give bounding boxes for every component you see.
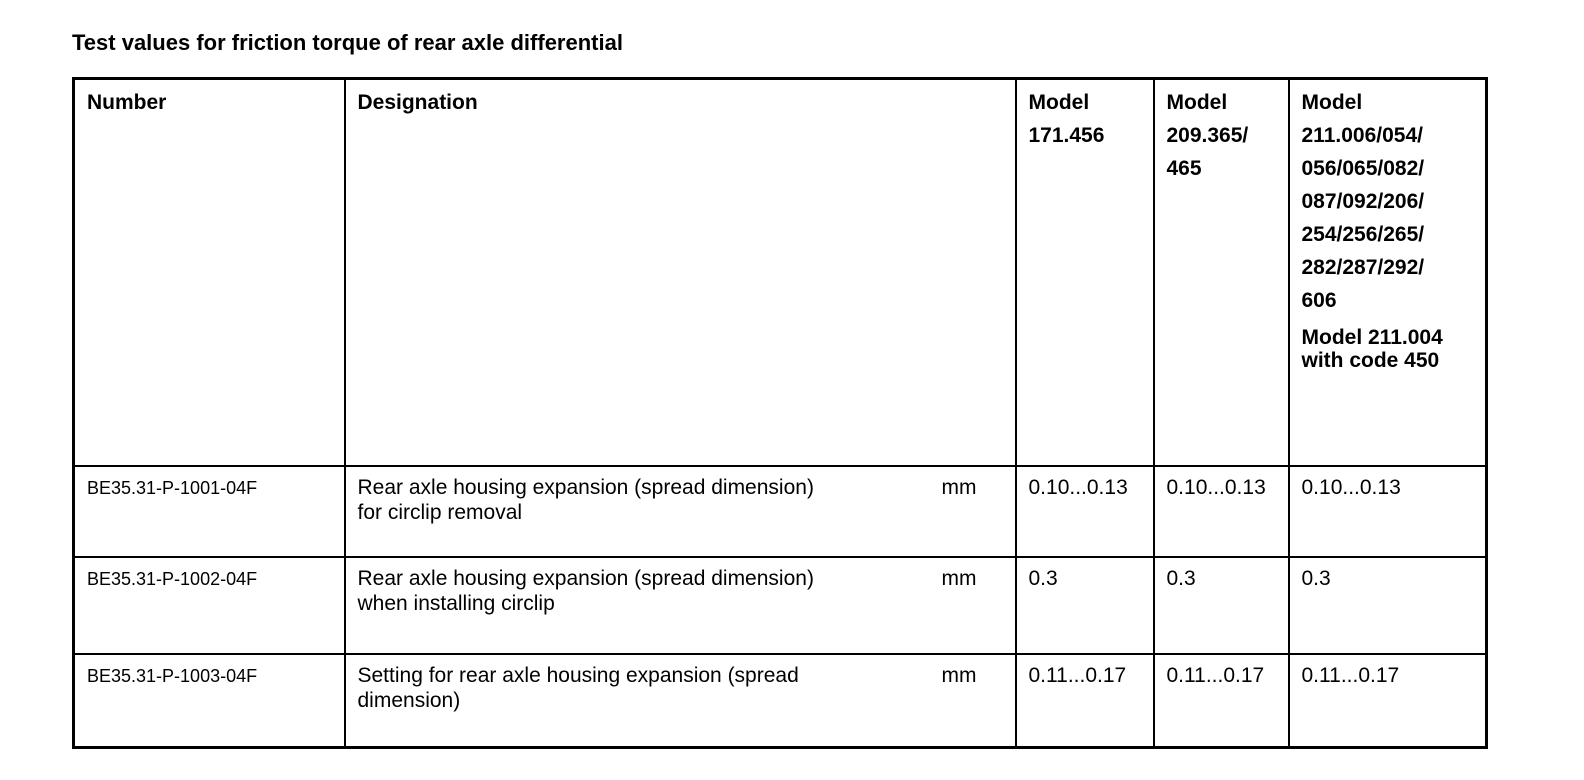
row-designation-cell: Rear axle housing expansion (spread dime… xyxy=(343,464,1017,558)
row-designation-text: Rear axle housing expansion (spread dime… xyxy=(357,475,814,524)
test-values-table: Number Designation Model 171.456 Model 2… xyxy=(72,77,1488,749)
row-number: BE35.31-P-1001-04F xyxy=(72,464,346,558)
row-value-model-209: 0.3 xyxy=(1152,555,1290,655)
row-value-model-209: 0.11...0.17 xyxy=(1152,652,1290,749)
table-header-row: Number Designation Model 171.456 Model 2… xyxy=(72,77,1488,467)
model-209-label: Model 209.365/ 465 xyxy=(1166,91,1249,180)
row-number: BE35.31-P-1002-04F xyxy=(72,555,346,655)
row-value-model-171: 0.10...0.13 xyxy=(1014,464,1155,558)
row-value-model-209: 0.10...0.13 xyxy=(1152,464,1290,558)
row-value-model-211: 0.10...0.13 xyxy=(1287,464,1488,558)
row-number: BE35.31-P-1003-04F xyxy=(72,652,346,749)
col-header-model-171: Model 171.456 xyxy=(1014,77,1155,467)
row-unit: mm xyxy=(941,663,977,687)
row-value-model-171: 0.11...0.17 xyxy=(1014,652,1155,749)
col-header-number: Number xyxy=(72,77,346,467)
row-designation-text: Setting for rear axle housing expansion … xyxy=(357,663,799,712)
col-header-model-209: Model 209.365/ 465 xyxy=(1152,77,1290,467)
col-header-designation: Designation xyxy=(343,77,1017,467)
row-designation-cell: Setting for rear axle housing expansion … xyxy=(343,652,1017,749)
row-value-model-211: 0.3 xyxy=(1287,555,1488,655)
table-row: BE35.31-P-1002-04F Rear axle housing exp… xyxy=(72,555,1488,655)
row-value-model-171: 0.3 xyxy=(1014,555,1155,655)
page-title: Test values for friction torque of rear … xyxy=(72,30,623,55)
table-row: BE35.31-P-1001-04F Rear axle housing exp… xyxy=(72,464,1488,558)
model-171-label: Model 171.456 xyxy=(1028,91,1105,147)
col-header-model-211: Model 211.006/054/ 056/065/082/ 087/092/… xyxy=(1287,77,1488,467)
model-211-note: Model 211.004 with code 450 xyxy=(1301,326,1443,372)
row-designation-cell: Rear axle housing expansion (spread dime… xyxy=(343,555,1017,655)
row-unit: mm xyxy=(941,475,977,499)
table-row: BE35.31-P-1003-04F Setting for rear axle… xyxy=(72,652,1488,749)
row-value-model-211: 0.11...0.17 xyxy=(1287,652,1488,749)
row-designation-text: Rear axle housing expansion (spread dime… xyxy=(357,566,814,615)
model-211-label: Model 211.006/054/ 056/065/082/ 087/092/… xyxy=(1301,91,1425,312)
row-unit: mm xyxy=(941,566,977,590)
